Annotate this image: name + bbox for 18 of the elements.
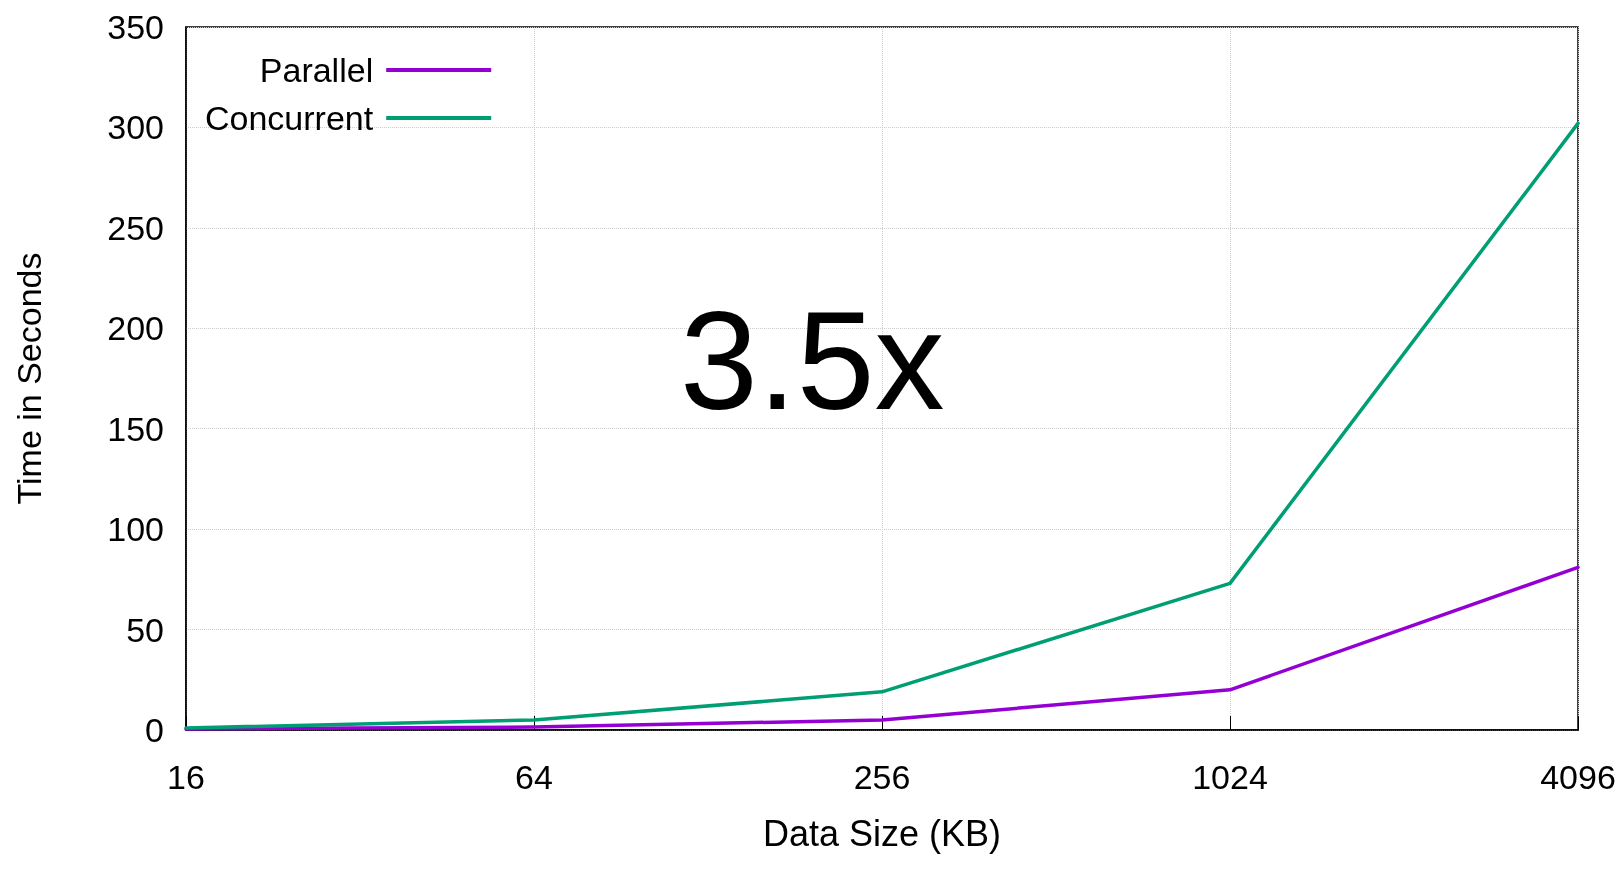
x-tick-label: 4096 — [1540, 758, 1616, 796]
x-tick-label: 256 — [853, 758, 911, 796]
legend-label: Concurrent — [204, 99, 374, 137]
y-tick-label: 250 — [107, 208, 164, 247]
y-tick-label: 0 — [145, 711, 164, 749]
y-tick-label: 300 — [107, 108, 164, 147]
legend-label: Parallel — [259, 51, 374, 89]
y-tick-label: 150 — [107, 409, 164, 448]
y-tick-label: 200 — [107, 309, 164, 348]
y-tick-label: 50 — [126, 610, 164, 649]
y-tick-label: 350 — [107, 8, 164, 46]
y-axis-title: Time in Seconds — [10, 252, 48, 505]
annotation: 3.5x — [680, 281, 945, 439]
x-tick-label: 16 — [167, 758, 205, 796]
x-tick-label: 1024 — [1192, 758, 1268, 796]
x-tick-label: 64 — [515, 758, 553, 796]
y-tick-label: 100 — [107, 510, 164, 549]
x-axis-title: Data Size (KB) — [762, 812, 1002, 854]
